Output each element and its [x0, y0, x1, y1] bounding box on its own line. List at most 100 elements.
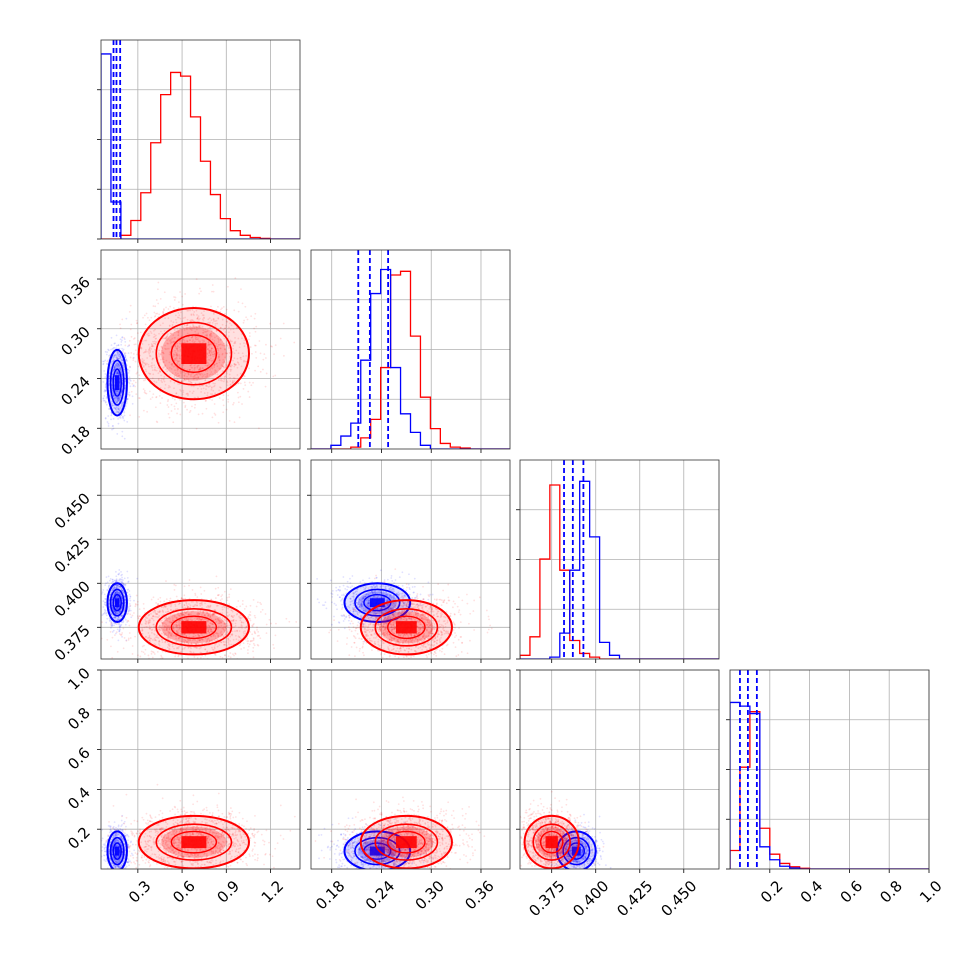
scatter-point — [231, 626, 234, 629]
scatter-point — [179, 615, 181, 618]
scatter-point — [200, 638, 203, 640]
scatter-point — [124, 583, 127, 586]
scatter-point — [114, 363, 117, 366]
scatter-point — [217, 317, 220, 319]
scatter-point — [128, 376, 131, 379]
scatter-point — [185, 611, 187, 614]
scatter-point — [250, 384, 253, 387]
scatter-point — [101, 621, 104, 624]
scatter-point — [226, 381, 229, 384]
scatter-point — [179, 398, 181, 401]
scatter-point — [120, 357, 122, 359]
scatter-point — [191, 336, 193, 339]
scatter-point — [160, 622, 163, 624]
scatter-point — [176, 632, 179, 634]
scatter-point — [212, 318, 215, 321]
scatter-point — [208, 625, 211, 628]
scatter-point — [190, 372, 193, 375]
scatter-point — [117, 573, 120, 576]
scatter-point — [119, 394, 122, 397]
scatter-point — [184, 606, 187, 609]
scatter-point — [252, 622, 255, 625]
scatter-point — [372, 595, 375, 598]
scatter-point — [241, 403, 243, 405]
scatter-point — [116, 351, 119, 354]
scatter-point — [111, 587, 114, 590]
scatter-point — [213, 384, 216, 387]
scatter-point — [160, 654, 162, 657]
scatter-point — [117, 372, 120, 375]
scatter-point — [125, 401, 128, 403]
scatter-point — [160, 632, 163, 635]
scatter-point — [224, 626, 227, 629]
scatter-point — [211, 613, 214, 615]
scatter-point — [114, 401, 117, 404]
scatter-point — [170, 603, 173, 606]
scatter-point — [232, 381, 235, 384]
scatter-point — [230, 619, 232, 622]
scatter-point — [115, 347, 117, 350]
scatter-point — [111, 605, 114, 608]
scatter-point — [115, 607, 118, 610]
scatter-point — [126, 619, 129, 622]
scatter-point — [219, 339, 222, 341]
scatter-point — [114, 612, 117, 614]
scatter-point — [118, 572, 121, 575]
scatter-point — [201, 610, 204, 613]
scatter-point — [240, 626, 242, 629]
scatter-point — [193, 616, 196, 619]
scatter-point — [115, 354, 118, 356]
scatter-point — [115, 411, 118, 414]
scatter-point — [217, 305, 219, 308]
scatter-point — [208, 346, 211, 348]
scatter-point — [154, 629, 156, 632]
scatter-point — [136, 371, 139, 374]
scatter-point — [238, 626, 240, 629]
scatter-point — [147, 621, 150, 624]
scatter-point — [123, 577, 126, 580]
scatter-point — [192, 651, 195, 654]
scatter-point — [155, 369, 158, 372]
scatter-point — [147, 332, 150, 335]
scatter-point — [167, 626, 169, 629]
scatter-point — [172, 619, 175, 622]
scatter-point — [182, 326, 185, 329]
scatter-point — [196, 379, 198, 381]
scatter-point — [141, 340, 144, 342]
scatter-point — [108, 598, 111, 601]
scatter-point — [257, 427, 260, 430]
scatter-point — [172, 614, 174, 617]
scatter-point — [243, 672, 245, 674]
scatter-point — [212, 389, 215, 392]
scatter-point — [118, 592, 121, 594]
scatter-point — [338, 596, 341, 599]
scatter-point — [227, 398, 230, 401]
scatter-point — [157, 352, 160, 355]
scatter-point — [231, 382, 234, 385]
scatter-point — [121, 589, 124, 592]
scatter-point — [226, 615, 229, 618]
scatter-point — [256, 628, 258, 631]
scatter-point — [205, 665, 207, 667]
panel-content — [311, 250, 510, 449]
scatter-point — [147, 372, 150, 375]
scatter-point — [129, 605, 132, 608]
red-histogram — [101, 71, 300, 239]
scatter-point — [195, 328, 198, 331]
scatter-point — [172, 307, 175, 309]
scatter-point — [112, 392, 115, 395]
scatter-point — [189, 364, 192, 367]
scatter-point — [120, 390, 123, 393]
scatter-point — [207, 343, 210, 345]
scatter-point — [224, 654, 226, 657]
scatter-point — [225, 627, 227, 629]
scatter-point — [238, 363, 240, 366]
scatter-point — [114, 616, 117, 619]
scatter-point — [189, 339, 192, 342]
scatter-point — [240, 648, 243, 650]
scatter-point — [169, 621, 171, 624]
scatter-point — [216, 638, 219, 641]
scatter-point — [199, 656, 202, 659]
scatter-point — [243, 646, 245, 649]
scatter-point — [232, 619, 234, 622]
